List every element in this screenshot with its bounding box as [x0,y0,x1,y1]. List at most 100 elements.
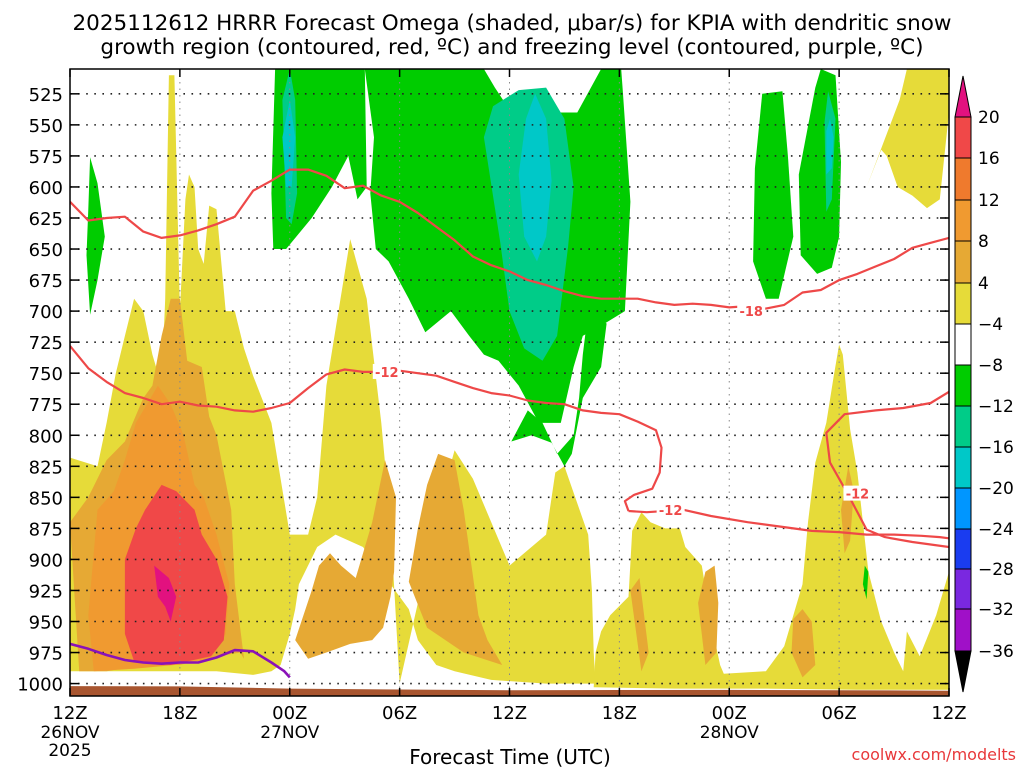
colorbar-band-m20-m16 [954,487,972,530]
y-tick-label-1000: 1000 [17,675,63,696]
dgz-contour-3 [825,390,949,549]
y-tick-label-975: 975 [29,644,63,665]
contour-label-bg-2 [656,501,685,517]
colorbar-label-8: −16 [978,438,1014,458]
y-tick-label-675: 675 [29,271,63,292]
omega-region-1 [593,344,949,690]
y-tick-label-850: 850 [29,488,63,509]
x-tick-label-7: 06Z [822,703,857,724]
colorbar-band-m32-m28 [954,608,972,652]
x-axis-label: Forecast Time (UTC) [409,745,611,768]
y-tick-label-925: 925 [29,581,63,602]
colorbar-band-m16-m12 [954,446,972,489]
x-tick-label-4: 12Z [492,703,527,724]
omega-region-8 [791,609,816,678]
y-tick-label-900: 900 [29,550,63,571]
colorbar-label-9: −20 [978,479,1014,499]
y-tick-label-625: 625 [29,209,63,230]
contour-label-bg-3 [843,485,872,501]
colorbar-label-10: −24 [978,520,1014,540]
colorbar-bottom-triangle [954,650,972,693]
freezing-level-contour [70,642,291,679]
colorbar-top-triangle [954,75,972,118]
dgz-contour-1 [70,345,663,512]
omega-region-5 [408,453,503,665]
y-tick-label-650: 650 [29,240,63,261]
y-tick-label-575: 575 [29,147,63,168]
omega-region-4 [295,460,396,659]
colorbar-label-12: −32 [978,600,1014,620]
colorbar-label-6: −8 [978,356,1003,376]
chart-title-line1: 2025112612 HRRR Forecast Omega (shaded, … [73,11,952,36]
colorbar-band-0-4 [954,282,972,325]
y-tick-label-600: 600 [29,178,63,199]
gridlines [70,69,949,696]
y-tick-label-700: 700 [29,302,63,323]
omega-region-13 [86,157,105,315]
colorbar: 20 16 12 8 4 −4 −8 −12 −16 −20 −24 −28 −32 −36 [954,75,1014,693]
omega-shading [70,69,949,690]
colorbar-band-m8-m4 [954,364,972,407]
omega-region-11 [124,484,228,665]
omega-region-23 [518,93,552,262]
x-date-label-6: 28NOV [700,723,759,743]
colorbar-band-12-16 [954,157,972,201]
contour-label-2: -12 [659,504,683,519]
x-date-label-0: 26NOV [40,723,99,743]
contour-label-bg-0 [737,303,766,319]
x-tick-label-2: 00Z [272,703,307,724]
contours: -18 -12 -12 -12 [70,168,949,679]
chart-title-line2: growth region (contoured, red, ºC) and f… [100,35,923,60]
colorbar-band-16-20 [954,116,972,159]
colorbar-band-m24-m20 [954,528,972,570]
contour-label-0: -18 [739,305,763,320]
x-tick-label-8: 12Z [931,703,966,724]
x-tick-label-5: 18Z [602,703,637,724]
colorbar-band-m12-m8 [954,405,972,448]
colorbar-band-neutral [954,323,972,366]
contour-label-bg-1 [372,363,401,379]
y-tick-label-525: 525 [29,85,63,106]
contour-label-1: -12 [375,366,399,381]
y-tick-label-800: 800 [29,426,63,447]
x-year-label-0: 2025 [48,741,91,761]
dgz-contour-0 [70,168,949,310]
omega-region-19 [862,565,869,600]
y-tick-label-725: 725 [29,333,63,354]
omega-region-6 [630,578,649,672]
colorbar-label-7: −12 [978,397,1014,417]
colorbar-label-3: 8 [978,232,989,252]
colorbar-band-4-8 [954,240,972,284]
y-tick-label-550: 550 [29,116,63,137]
x-tick-label-6: 00Z [712,703,747,724]
omega-region-25 [826,118,834,175]
x-date-label-2: 27NOV [260,723,319,743]
y-tick-label-825: 825 [29,457,63,478]
y-tick-label-875: 875 [29,519,63,540]
omega-region-16 [511,311,607,467]
colorbar-band-8-12 [954,199,972,242]
colorbar-label-4: 4 [978,274,989,294]
colorbar-label-0: 20 [978,108,1000,128]
axes: 525 550 575 600 625 650 675 700 725 750 775 800 825 8… [17,69,967,761]
omega-region-17 [753,91,794,299]
x-tick-label-0: 12Z [52,703,87,724]
x-tick-label-1: 18Z [162,703,197,724]
omega-region-24 [282,100,296,187]
plot-area: -18 -12 -12 -12 [70,69,949,696]
y-tick-label-775: 775 [29,395,63,416]
colorbar-label-2: 12 [978,191,1000,211]
colorbar-band-m28-m24 [954,568,972,610]
y-tick-label-750: 750 [29,364,63,385]
colorbar-label-13: −36 [978,642,1014,662]
colorbar-label-11: −28 [978,560,1014,580]
colorbar-label-5: −4 [978,315,1003,335]
colorbar-label-1: 16 [978,149,1000,169]
x-tick-label-3: 06Z [382,703,417,724]
omega-region-2 [866,69,949,209]
y-tick-label-950: 950 [29,613,63,634]
credit-link[interactable]: coolwx.com/modelts [852,745,1016,764]
omega-region-12 [154,565,177,622]
